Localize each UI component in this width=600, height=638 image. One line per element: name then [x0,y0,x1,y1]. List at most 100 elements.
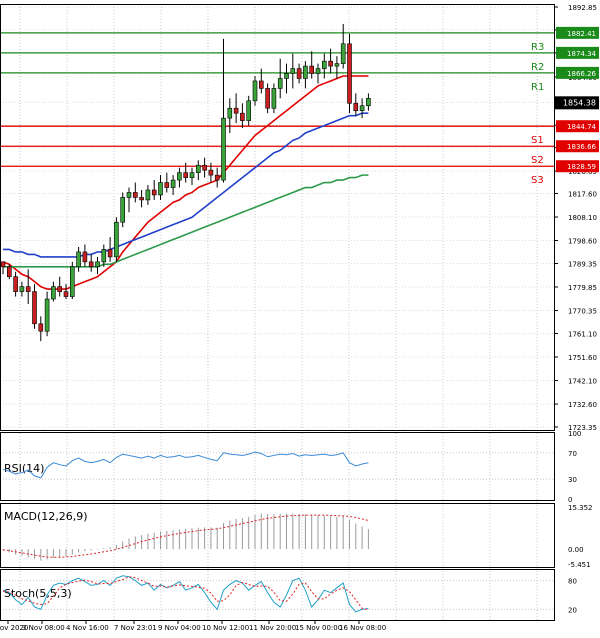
candle-body [321,60,327,69]
candle-body [70,266,75,297]
current-price-tag: 1854.38 [555,96,599,110]
rsi-title: RSI(14) [4,462,44,475]
candle-body [51,286,56,300]
level-name-r2: R2 [531,62,544,73]
candle-body [101,249,107,263]
panel-frame [0,569,555,621]
candle-body [189,172,195,178]
candle-body [258,80,264,89]
macd-tick-label: -5.451 [568,561,591,569]
stoch-tick-label: 20 [568,606,577,614]
candle-body [347,43,352,104]
level-name-s1: S1 [531,135,544,146]
candle-body [196,164,201,173]
candle-body [359,105,365,111]
rsi-tick-label: 70 [568,450,577,458]
price-tick-label: 1808.10 [568,214,597,222]
candle-body [107,249,113,258]
candle-body [334,63,340,67]
level-price-box [556,120,599,133]
candle-body [265,88,270,109]
level-name-r1: R1 [531,82,544,93]
candles [0,23,371,342]
stoch-title: Stoch(5,5,3) [4,587,72,600]
candle-body [158,182,163,196]
candle-body [7,266,12,278]
level-price-box [556,46,599,59]
time-tick-label: 11 Nov 20:00 [249,624,296,632]
time-tick-label: 16 Nov 08:00 [339,624,386,632]
level-price-label: 1882.41 [567,30,596,38]
candle-body [177,172,182,181]
candle-body [19,286,25,292]
price-tick-label: 1817.60 [568,190,597,198]
time-tick-label: 2 Nov 2020 [0,624,28,632]
rsi-panel: RSI(14) 100 70 30 0 [0,430,581,504]
level-price-box [556,26,599,39]
candle-body [38,323,44,332]
candle-body [170,179,176,188]
current-price-box [555,96,599,110]
level-price-box [556,140,599,153]
candle-body [139,197,144,201]
candle-body [277,78,283,89]
candle-body [315,68,321,74]
time-tick-label: 15 Nov 00:00 [295,624,342,632]
candle-body [95,261,100,268]
candle-body [114,221,119,258]
candle-body [271,88,277,109]
level-price-label: 1836.66 [567,143,596,151]
ma-line-medium [3,112,369,258]
candle-body [76,251,81,268]
candle-body [309,65,315,74]
candle-body [340,43,346,64]
candle-body [202,164,207,171]
price-tick-label: 1751.60 [568,354,597,362]
candle-body [133,192,138,198]
price-tick-label: 1892.85 [568,4,597,12]
candle-body [214,174,220,181]
candle-body [126,192,132,198]
time-tick-label: 10 Nov 12:00 [202,624,249,632]
level-name-s3: S3 [531,175,544,186]
level-price-label: 1828.59 [567,163,596,171]
panel-frame [0,4,555,431]
rsi-line [2,451,369,479]
candle-body [0,261,6,268]
candle-body [353,102,359,111]
macd-signal-line [2,514,369,558]
time-tick-label: 4 Nov 16:00 [66,624,109,632]
candle-body [120,197,125,223]
time-tick-label: 9 Nov 04:00 [158,624,201,632]
level-price-box [556,160,599,173]
candle-body [13,276,18,292]
ma-line-short [2,75,369,290]
candle-body [290,68,296,74]
price-tick-label: 1723.35 [568,424,597,432]
level-name-s2: S2 [531,155,544,166]
ma-line-long [3,174,369,268]
candle-body [44,298,50,332]
current-price-label: 1854.38 [563,98,596,107]
candle-body [88,261,94,268]
grid [0,4,555,620]
level-price-label: 1874.34 [567,50,596,58]
price-tick-label: 1779.85 [568,284,597,292]
panel-frame [0,503,555,568]
stoch-tick-label: 80 [568,578,577,586]
macd-tick-label: 15.352 [568,504,593,512]
price-tick-label: 1742.10 [568,378,597,386]
candle-body [82,251,88,263]
rsi-tick-label: 0 [568,496,572,504]
price-tick-label: 1732.60 [568,401,597,409]
moving-averages [2,75,369,290]
stoch-k-line [2,575,369,613]
candle-body [328,60,333,67]
candle-body [25,286,31,292]
level-price-label: 1866.26 [567,70,596,78]
price-tick-label: 1789.35 [568,260,597,268]
rsi-tick-label: 100 [568,430,581,438]
rsi-tick-label: 30 [568,476,577,484]
price-tick-label: 1798.60 [568,238,597,246]
